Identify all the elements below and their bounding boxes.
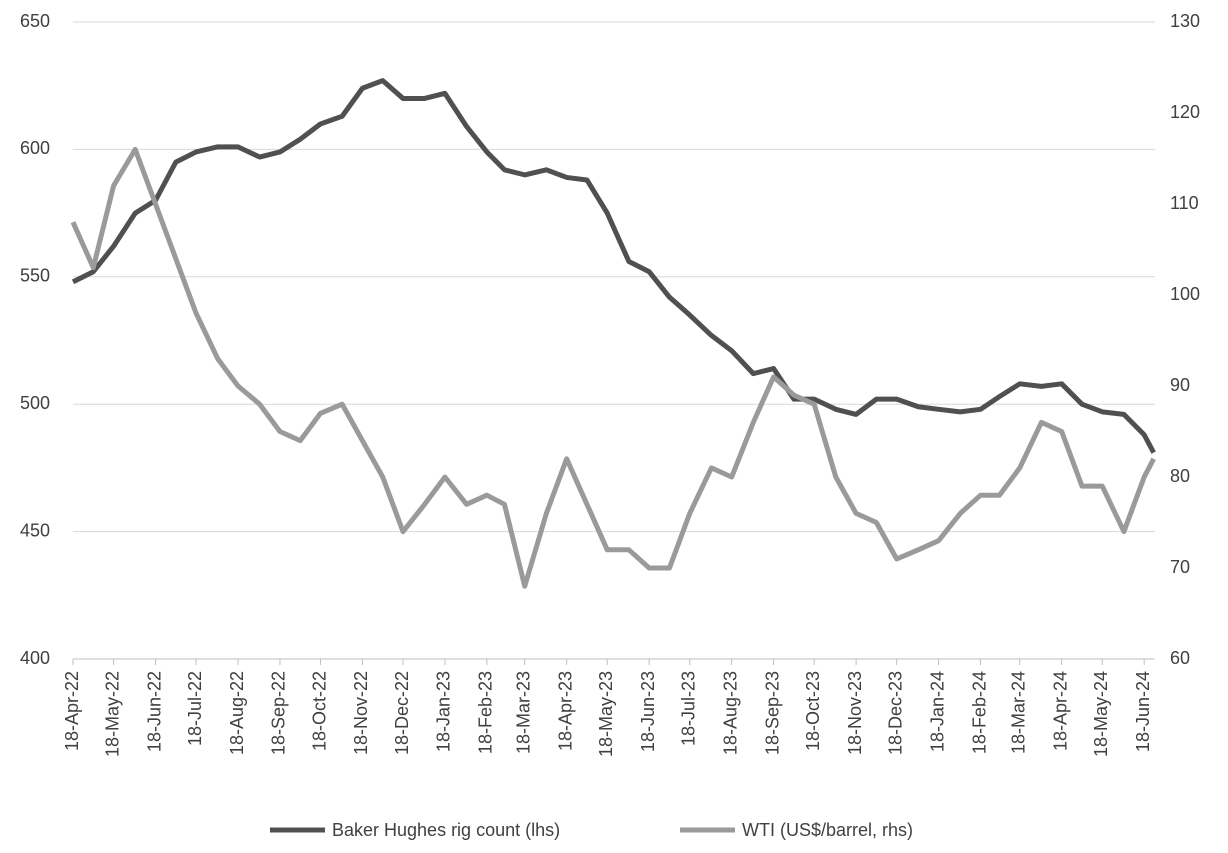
y-tick-label: 500 [20,393,50,413]
y-tick-label: 600 [20,138,50,158]
y-tick-label: 450 [20,520,50,540]
x-tick-label: 18-Jun-23 [638,671,658,752]
x-tick-label: 18-May-22 [102,671,122,757]
x-tick-label: 18-Apr-22 [62,671,82,751]
x-tick-label: 18-Apr-24 [1050,671,1070,751]
x-tick-label: 18-Aug-22 [227,671,247,755]
x-tick-label: 18-May-23 [596,671,616,757]
legend-label: Baker Hughes rig count (lhs) [332,820,560,840]
x-tick-label: 18-Sep-22 [269,671,289,755]
x-tick-label: 18-Dec-23 [885,671,905,755]
x-tick-label: 18-Oct-22 [309,671,329,751]
x-tick-label: 18-Jul-23 [678,671,698,746]
x-tick-label: 18-Aug-23 [720,671,740,755]
x-tick-label: 18-Mar-23 [513,671,533,754]
x-tick-label: 18-May-24 [1091,671,1111,757]
x-tick-label: 18-Sep-23 [762,671,782,755]
y2-tick-label: 70 [1170,557,1190,577]
series-line [70,146,1156,589]
y2-tick-label: 80 [1170,466,1190,486]
y2-tick-label: 90 [1170,375,1190,395]
x-tick-label: 18-Jun-22 [144,671,164,752]
x-tick-label: 18-Oct-23 [803,671,823,751]
y-tick-label: 650 [20,11,50,31]
x-tick-label: 18-Jan-23 [434,671,454,752]
y2-tick-label: 120 [1170,102,1200,122]
x-tick-label: 18-Dec-22 [392,671,412,755]
y-tick-label: 550 [20,266,50,286]
x-tick-label: 18-Jun-24 [1133,671,1153,752]
series-line [71,78,1156,454]
x-tick-label: 18-Jan-24 [927,671,947,752]
y2-tick-label: 130 [1170,11,1200,31]
x-tick-label: 18-Feb-23 [476,671,496,754]
x-tick-label: 18-Nov-23 [845,671,865,755]
x-tick-label: 18-Jul-22 [185,671,205,746]
x-tick-label: 18-Apr-23 [555,671,575,751]
x-tick-label: 18-Feb-24 [969,671,989,754]
x-tick-label: 18-Mar-24 [1009,671,1029,754]
y2-tick-label: 110 [1170,193,1199,213]
y2-tick-label: 60 [1170,648,1190,668]
y2-tick-label: 100 [1170,284,1200,304]
x-tick-label: 18-Nov-22 [351,671,371,755]
y-tick-label: 400 [20,648,50,668]
legend-label: WTI (US$/barrel, rhs) [742,820,913,840]
